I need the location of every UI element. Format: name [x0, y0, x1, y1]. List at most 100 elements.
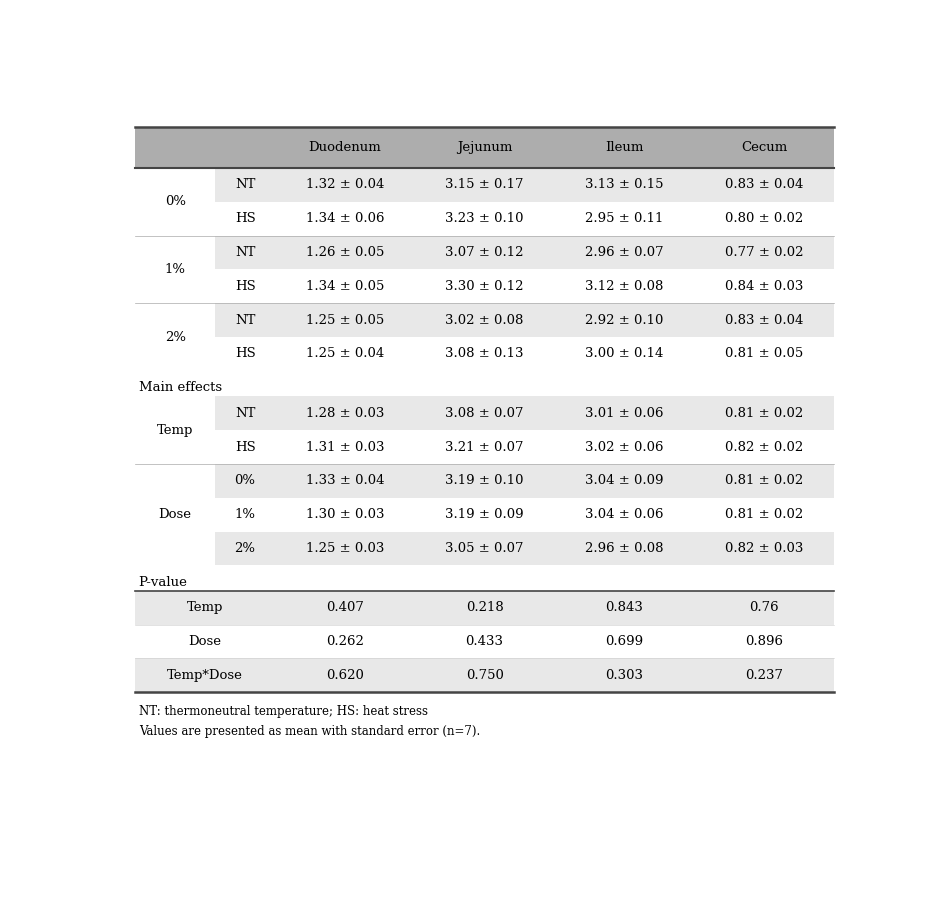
Text: NT: NT — [235, 178, 255, 192]
Text: 3.23 ± 0.10: 3.23 ± 0.10 — [445, 212, 524, 225]
Bar — [135, 236, 215, 270]
Bar — [135, 532, 215, 565]
Text: Temp: Temp — [157, 424, 194, 437]
Text: 0.81 ± 0.02: 0.81 ± 0.02 — [726, 407, 803, 420]
Text: Main effects: Main effects — [138, 381, 222, 395]
Text: 0.843: 0.843 — [606, 601, 643, 614]
Text: 3.21 ± 0.07: 3.21 ± 0.07 — [445, 441, 524, 453]
Text: HS: HS — [235, 347, 255, 360]
Text: 1.33 ± 0.04: 1.33 ± 0.04 — [306, 474, 384, 487]
Bar — [215, 202, 834, 236]
Bar — [135, 658, 834, 692]
Text: 0.699: 0.699 — [605, 635, 643, 648]
Text: 2.96 ± 0.07: 2.96 ± 0.07 — [585, 246, 664, 259]
Text: 0.433: 0.433 — [466, 635, 504, 648]
Bar — [215, 464, 834, 498]
Bar — [135, 337, 215, 371]
Text: 3.02 ± 0.08: 3.02 ± 0.08 — [445, 314, 524, 326]
Bar — [135, 168, 215, 202]
Text: 0.81 ± 0.02: 0.81 ± 0.02 — [726, 508, 803, 521]
Text: 0.82 ± 0.03: 0.82 ± 0.03 — [726, 542, 803, 555]
Text: Temp*Dose: Temp*Dose — [167, 669, 243, 682]
Text: 0.750: 0.750 — [466, 669, 504, 682]
Text: 3.07 ± 0.12: 3.07 ± 0.12 — [445, 246, 524, 259]
Text: 2%: 2% — [235, 542, 255, 555]
Text: Values are presented as mean with standard error (n=7).: Values are presented as mean with standa… — [138, 725, 480, 738]
Bar — [215, 303, 834, 337]
Text: 3.04 ± 0.09: 3.04 ± 0.09 — [585, 474, 664, 487]
Text: P-value: P-value — [138, 576, 188, 589]
Bar — [135, 397, 215, 430]
Text: 0.77 ± 0.02: 0.77 ± 0.02 — [725, 246, 803, 259]
Text: NT: NT — [235, 246, 255, 259]
Text: HS: HS — [235, 280, 255, 292]
Text: 3.01 ± 0.06: 3.01 ± 0.06 — [585, 407, 664, 420]
Bar — [215, 236, 834, 270]
Text: 1.25 ± 0.05: 1.25 ± 0.05 — [306, 314, 384, 326]
Text: 0%: 0% — [235, 474, 255, 487]
Text: 1.34 ± 0.05: 1.34 ± 0.05 — [306, 280, 384, 292]
Text: 0.83 ± 0.04: 0.83 ± 0.04 — [726, 314, 803, 326]
Text: 3.19 ± 0.09: 3.19 ± 0.09 — [445, 508, 524, 521]
Bar — [215, 498, 834, 532]
Text: 0%: 0% — [165, 196, 186, 208]
Text: 1.25 ± 0.04: 1.25 ± 0.04 — [306, 347, 384, 360]
Text: 0.82 ± 0.02: 0.82 ± 0.02 — [726, 441, 803, 453]
Text: 1.31 ± 0.03: 1.31 ± 0.03 — [306, 441, 384, 453]
Text: 1.25 ± 0.03: 1.25 ± 0.03 — [306, 542, 384, 555]
Bar — [135, 303, 215, 337]
Text: 1%: 1% — [235, 508, 255, 521]
Text: 1.34 ± 0.06: 1.34 ± 0.06 — [306, 212, 384, 225]
Text: 0.237: 0.237 — [745, 669, 784, 682]
Text: 3.04 ± 0.06: 3.04 ± 0.06 — [585, 508, 664, 521]
Bar — [135, 430, 215, 464]
Text: Duodenum: Duodenum — [309, 141, 381, 154]
Text: 3.05 ± 0.07: 3.05 ± 0.07 — [445, 542, 524, 555]
Bar — [215, 270, 834, 303]
Text: 0.81 ± 0.05: 0.81 ± 0.05 — [726, 347, 803, 360]
Text: 2.96 ± 0.08: 2.96 ± 0.08 — [585, 542, 664, 555]
Bar — [215, 532, 834, 565]
Text: 0.218: 0.218 — [466, 601, 503, 614]
Text: 1.26 ± 0.05: 1.26 ± 0.05 — [306, 246, 384, 259]
Text: 0.407: 0.407 — [325, 601, 364, 614]
Text: Dose: Dose — [189, 635, 222, 648]
Text: Jejunum: Jejunum — [457, 141, 512, 154]
Bar — [135, 624, 834, 658]
Text: HS: HS — [235, 212, 255, 225]
Text: 0.81 ± 0.02: 0.81 ± 0.02 — [726, 474, 803, 487]
Text: 0.76: 0.76 — [750, 601, 779, 614]
Text: 3.00 ± 0.14: 3.00 ± 0.14 — [585, 347, 664, 360]
Text: NT: NT — [235, 314, 255, 326]
Text: NT: NT — [235, 407, 255, 420]
Text: 3.12 ± 0.08: 3.12 ± 0.08 — [585, 280, 664, 292]
Bar — [135, 464, 215, 498]
Text: 3.08 ± 0.13: 3.08 ± 0.13 — [445, 347, 524, 360]
Text: 0.80 ± 0.02: 0.80 ± 0.02 — [726, 212, 803, 225]
Bar — [135, 270, 215, 303]
Text: 2.92 ± 0.10: 2.92 ± 0.10 — [585, 314, 664, 326]
Bar — [215, 168, 834, 202]
Text: 1.28 ± 0.03: 1.28 ± 0.03 — [306, 407, 384, 420]
Text: HS: HS — [235, 441, 255, 453]
Text: 3.08 ± 0.07: 3.08 ± 0.07 — [445, 407, 524, 420]
Bar — [135, 127, 834, 168]
Bar — [215, 337, 834, 371]
Text: Temp: Temp — [187, 601, 223, 614]
Text: 0.303: 0.303 — [606, 669, 643, 682]
Text: 3.13 ± 0.15: 3.13 ± 0.15 — [585, 178, 664, 192]
Text: 3.30 ± 0.12: 3.30 ± 0.12 — [445, 280, 524, 292]
Text: 3.15 ± 0.17: 3.15 ± 0.17 — [445, 178, 524, 192]
Bar — [135, 591, 834, 624]
Text: Dose: Dose — [159, 508, 192, 521]
Text: 0.83 ± 0.04: 0.83 ± 0.04 — [726, 178, 803, 192]
Bar — [135, 498, 215, 532]
Text: 1.30 ± 0.03: 1.30 ± 0.03 — [306, 508, 384, 521]
Text: 2.95 ± 0.11: 2.95 ± 0.11 — [585, 212, 664, 225]
Text: 2%: 2% — [165, 331, 186, 344]
Text: NT: thermoneutral temperature; HS: heat stress: NT: thermoneutral temperature; HS: heat … — [138, 705, 427, 717]
Text: 0.84 ± 0.03: 0.84 ± 0.03 — [726, 280, 803, 292]
Text: 0.896: 0.896 — [745, 635, 784, 648]
Text: Ileum: Ileum — [605, 141, 643, 154]
Text: 0.262: 0.262 — [325, 635, 364, 648]
